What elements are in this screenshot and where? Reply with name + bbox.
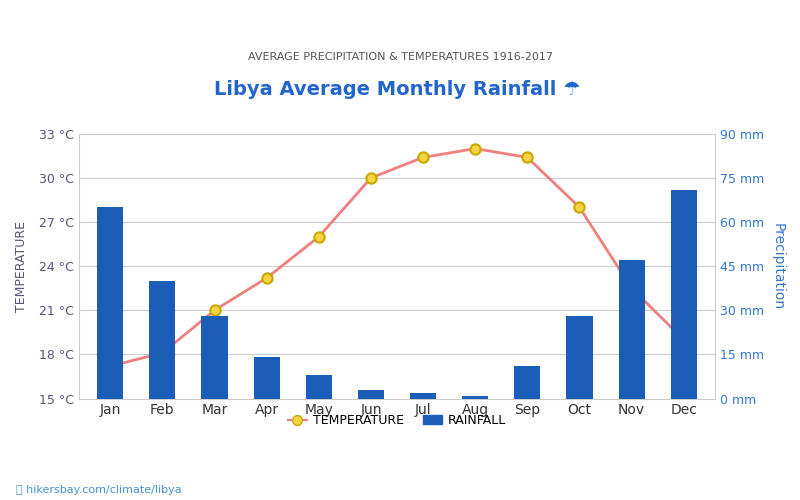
Bar: [202, 316, 227, 398]
Bar: [410, 392, 436, 398]
Y-axis label: Precipitation: Precipitation: [771, 222, 785, 310]
Bar: [254, 358, 280, 399]
Point: [521, 154, 534, 162]
Legend: TEMPERATURE, RAINFALL: TEMPERATURE, RAINFALL: [283, 409, 511, 432]
Text: 📍 hikersbay.com/climate/libya: 📍 hikersbay.com/climate/libya: [16, 485, 182, 495]
Bar: [670, 190, 697, 398]
Point: [156, 349, 169, 357]
Point: [417, 154, 430, 162]
Bar: [358, 390, 384, 398]
Text: AVERAGE PRECIPITATION & TEMPERATURES 1916-2017: AVERAGE PRECIPITATION & TEMPERATURES 191…: [247, 52, 553, 62]
Bar: [462, 396, 488, 398]
Point: [626, 284, 638, 292]
Bar: [566, 316, 593, 398]
Point: [678, 336, 690, 344]
Point: [313, 233, 326, 241]
Point: [573, 204, 586, 212]
Bar: [618, 260, 645, 398]
Point: [469, 144, 482, 152]
Bar: [306, 375, 332, 398]
Point: [208, 306, 221, 314]
Point: [104, 362, 117, 370]
Bar: [150, 281, 175, 398]
Bar: [514, 366, 540, 398]
Title: Libya Average Monthly Rainfall ☂: Libya Average Monthly Rainfall ☂: [214, 80, 580, 99]
Point: [365, 174, 378, 182]
Y-axis label: TEMPERATURE: TEMPERATURE: [15, 220, 28, 312]
Bar: [98, 208, 123, 398]
Point: [260, 274, 273, 282]
